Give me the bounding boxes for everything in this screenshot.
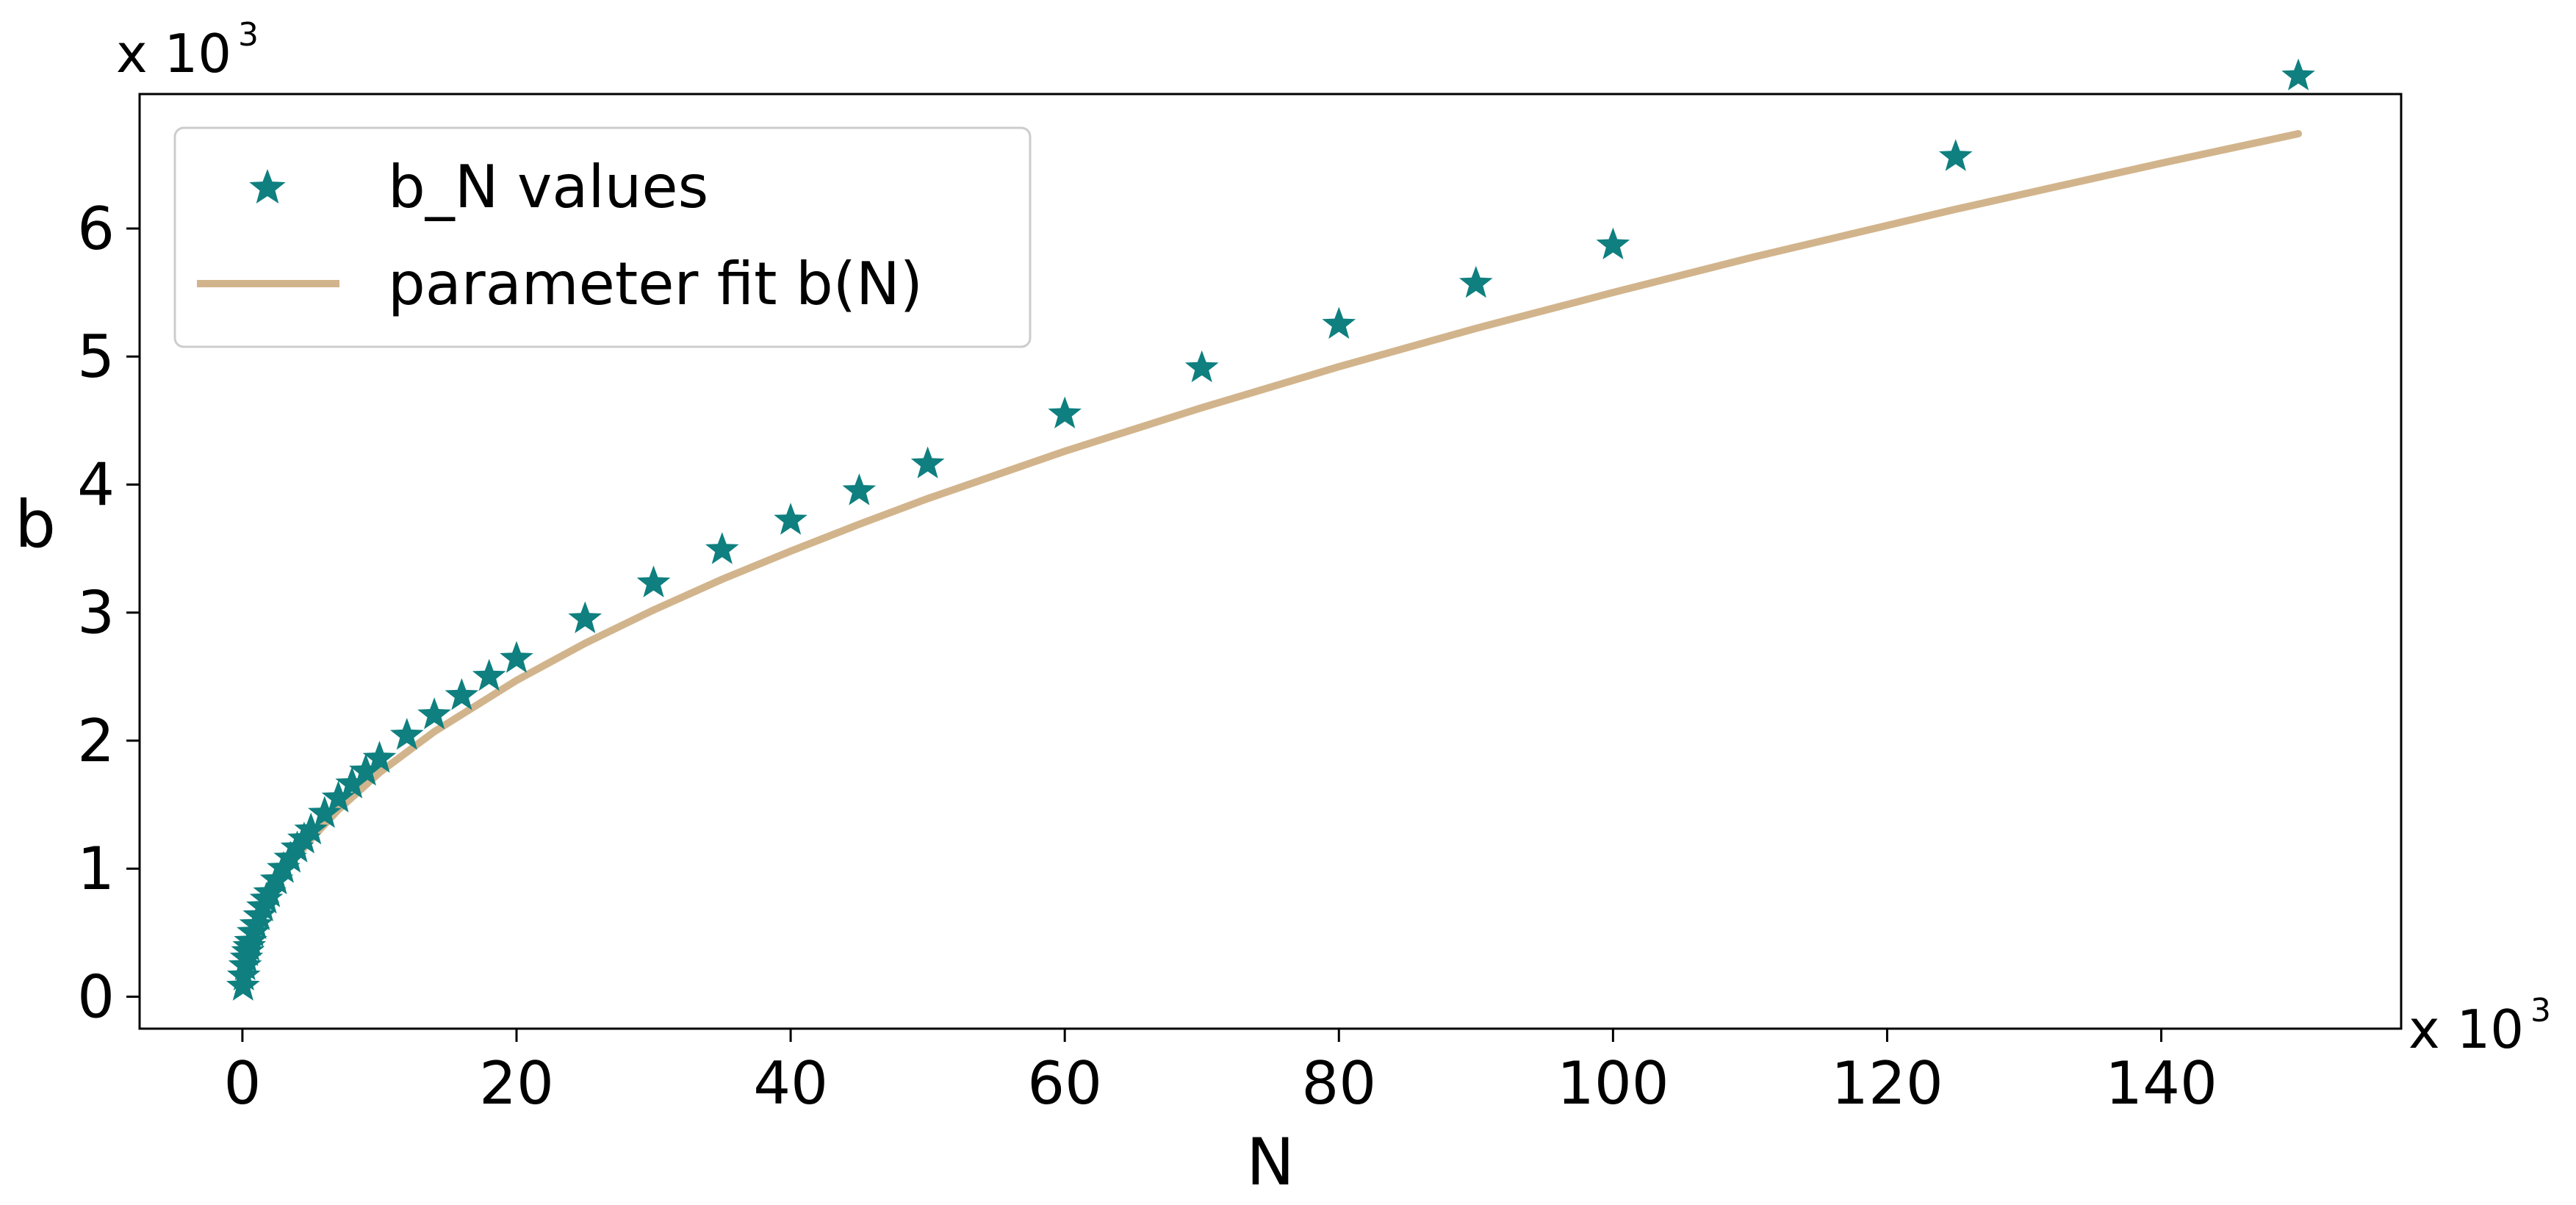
data-point-star xyxy=(636,565,671,597)
data-point-star xyxy=(910,446,945,478)
x-tick-label: 40 xyxy=(753,1049,828,1118)
data-point-star xyxy=(335,766,369,799)
legend: b_N values parameter fit b(N) xyxy=(173,126,1032,348)
data-point-star xyxy=(226,968,260,1001)
y-axis-label: b xyxy=(15,486,56,562)
y-tick-label: 2 xyxy=(77,707,115,775)
y-tick-label: 3 xyxy=(77,579,115,647)
x-tick-label: 120 xyxy=(1831,1049,1943,1118)
data-point-star xyxy=(1938,139,1973,171)
data-point-star xyxy=(568,601,602,633)
data-point-star xyxy=(1596,227,1630,259)
x-axis-label: N xyxy=(1246,1124,1295,1200)
legend-entry-parameter-fit: parameter fit b(N) xyxy=(388,250,923,318)
data-point-star xyxy=(226,958,261,990)
data-point-star xyxy=(308,796,342,828)
y-scale-note-base: x 10 xyxy=(116,23,231,84)
y-tick-label: 1 xyxy=(77,835,115,903)
data-point-star xyxy=(842,473,877,506)
data-point-star xyxy=(389,718,424,750)
plot-frame xyxy=(138,93,2403,1030)
x-scale-note-base: x 10 xyxy=(2408,999,2524,1060)
data-point-star xyxy=(321,780,356,813)
y-tick-label: 0 xyxy=(77,963,115,1031)
x-scale-note-exponent: 3 xyxy=(2530,992,2551,1029)
x-tick-label: 20 xyxy=(479,1049,554,1118)
data-point-star xyxy=(774,503,807,535)
y-scale-note: x 10 3 xyxy=(116,16,259,84)
y-tick-label: 6 xyxy=(77,195,115,263)
data-point-star xyxy=(2281,58,2315,90)
data-point-star xyxy=(417,697,451,730)
y-scale-note-exponent: 3 xyxy=(238,16,259,54)
axis-ticks: 0 20 40 60 80 100 120 140 0 1 2 3 4 5 6 xyxy=(77,195,2217,1118)
data-point-star xyxy=(1184,350,1219,383)
x-tick-label: 140 xyxy=(2105,1049,2217,1118)
plot-marks xyxy=(226,58,2315,1001)
data-point-star xyxy=(445,678,479,711)
x-tick-label: 100 xyxy=(1557,1049,1669,1118)
legend-box xyxy=(173,126,1032,348)
y-tick-label: 5 xyxy=(77,323,115,391)
legend-entry-b-n-values: b_N values xyxy=(388,153,708,221)
x-tick-label: 60 xyxy=(1027,1049,1102,1118)
data-point-star xyxy=(1459,265,1493,298)
data-point-star xyxy=(705,532,739,564)
data-point-star xyxy=(500,641,533,673)
data-point-star xyxy=(349,753,383,786)
y-tick-label: 4 xyxy=(77,450,115,519)
x-tick-label: 0 xyxy=(223,1049,261,1118)
data-point-star xyxy=(362,741,397,773)
data-point-star xyxy=(1048,396,1082,428)
data-point-star xyxy=(1322,306,1356,339)
legend-star-marker xyxy=(249,169,286,204)
data-point-star xyxy=(294,812,328,845)
x-tick-label: 80 xyxy=(1301,1049,1376,1118)
data-point-star xyxy=(472,658,506,691)
x-scale-note: x 10 3 xyxy=(2408,992,2551,1060)
